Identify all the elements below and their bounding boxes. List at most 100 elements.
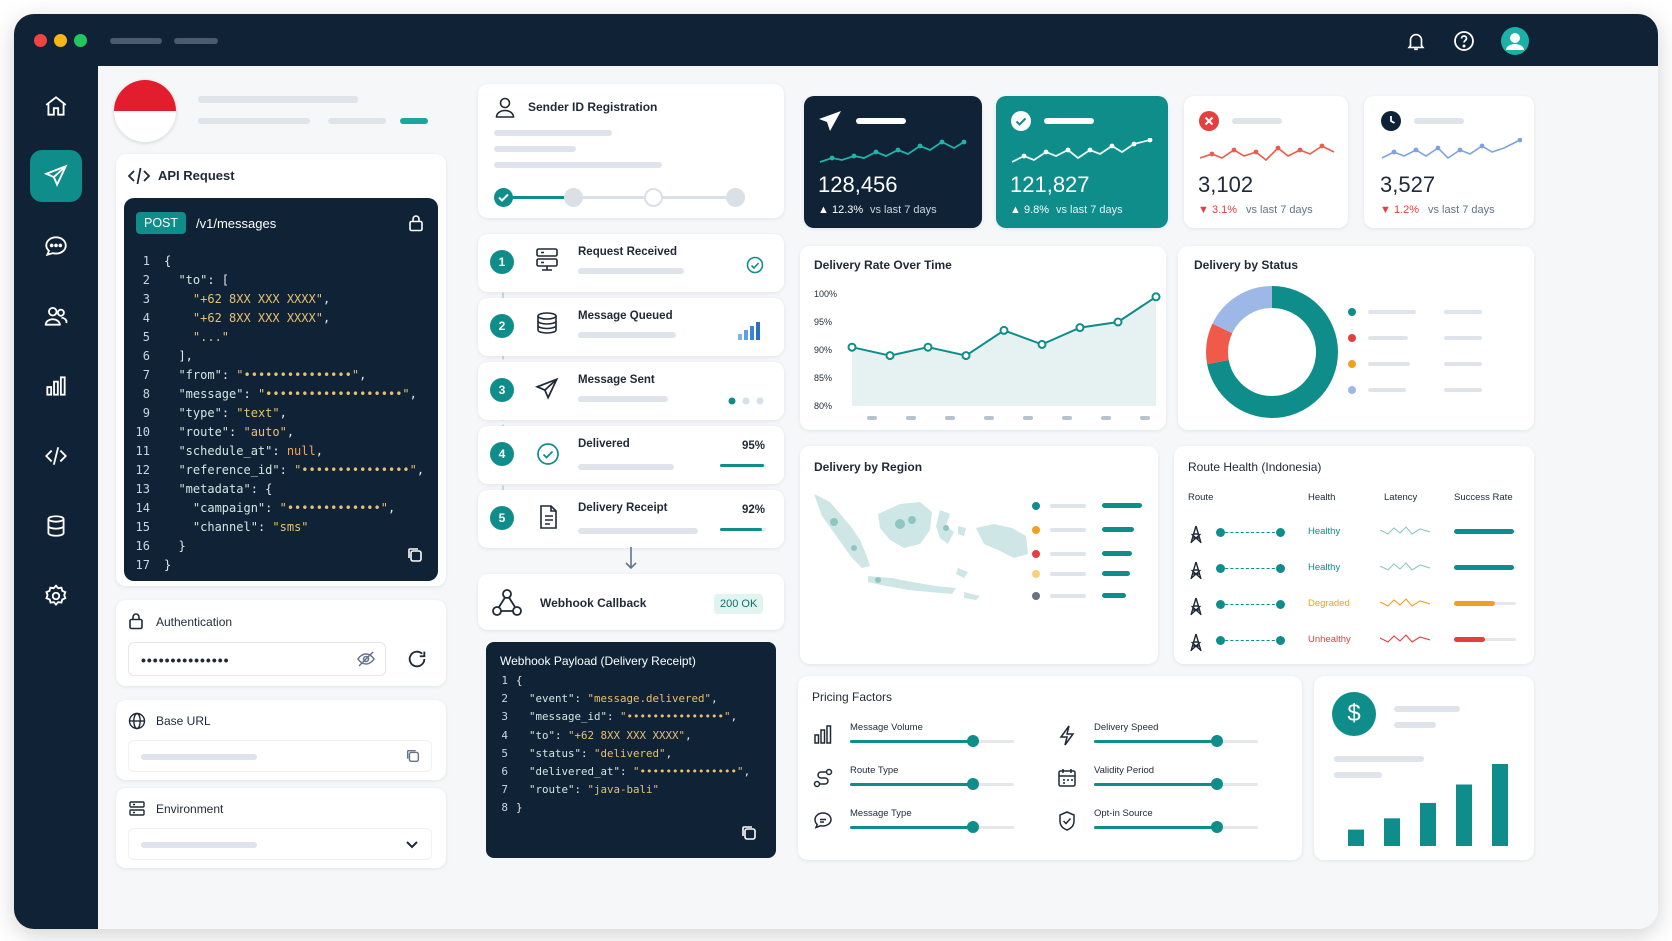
pricing-factor[interactable]: Message Volume (810, 720, 1040, 760)
pricing-factor[interactable]: Message Type (810, 806, 1040, 846)
step-complete-icon[interactable] (494, 188, 513, 207)
step-dot[interactable] (564, 188, 583, 207)
webhook-callback-card[interactable]: Webhook Callback 200 OK (478, 574, 784, 630)
legend-placeholder (1368, 388, 1406, 392)
x-tick-placeholder (906, 416, 916, 420)
table-row[interactable]: Unhealthy (1174, 628, 1534, 658)
environment-card: Environment (116, 788, 446, 868)
user-avatar-icon[interactable] (1500, 26, 1530, 56)
region-bar (1102, 571, 1130, 576)
environment-select[interactable] (128, 828, 432, 860)
kpi-card-failed[interactable]: 3,102 ▼ 3.1% vs last 7 days (1184, 96, 1348, 228)
legend-dot (1032, 526, 1040, 534)
pricing-factor[interactable]: Validity Period (1054, 763, 1284, 803)
route-line (1220, 640, 1280, 641)
data-point (1151, 292, 1161, 302)
sender-placeholder (494, 130, 612, 136)
nav-settings-icon[interactable] (30, 570, 82, 622)
payload-code[interactable]: { "event": "message.delivered", "message… (516, 672, 750, 818)
line-number: 1 (501, 674, 508, 687)
webhook-icon (490, 586, 524, 623)
help-icon[interactable] (1449, 26, 1479, 56)
pricing-factor[interactable]: Delivery Speed (1054, 720, 1284, 760)
nav-users-icon[interactable] (30, 290, 82, 342)
table-row[interactable]: Healthy (1174, 520, 1534, 550)
base-url-field[interactable] (128, 740, 432, 772)
pricing-factor[interactable]: Opt-in Source (1054, 806, 1284, 846)
step-number: 1 (490, 250, 514, 274)
window-minimize-dot[interactable] (54, 34, 67, 47)
table-row[interactable]: Healthy (1174, 556, 1534, 586)
nav-analytics-icon[interactable] (30, 360, 82, 412)
lock-icon[interactable] (408, 214, 424, 237)
flow-step-delivered[interactable]: 4 Delivered 95% (478, 426, 784, 484)
kpi-value: 3,102 (1198, 172, 1254, 197)
flow-step-delivery-receipt[interactable]: 5 Delivery Receipt 92% (478, 490, 784, 548)
calendar-icon (1056, 767, 1078, 794)
kpi-card-pending[interactable]: 3,527 ▼ 1.2% vs last 7 days (1364, 96, 1534, 228)
refresh-icon[interactable] (406, 648, 428, 675)
code-line: "to": [ (178, 273, 230, 287)
eye-off-icon[interactable] (357, 651, 375, 672)
route-health-title: Route Health (Indonesia) (1188, 460, 1322, 474)
factor-label: Message Type (850, 808, 912, 819)
nav-chat-icon[interactable] (30, 220, 82, 272)
donut-slice (1206, 286, 1338, 418)
nav-code-icon[interactable] (30, 430, 82, 482)
code-line: "type": "text", (178, 406, 287, 420)
kpi-card-delivered[interactable]: 121,827 ▲ 9.8% vs last 7 days (996, 96, 1168, 228)
step-dot[interactable] (644, 188, 663, 207)
send-icon (818, 110, 842, 137)
copy-icon[interactable] (740, 824, 758, 847)
api-key-value: ••••••••••••••• (141, 652, 230, 668)
line-number: 8 (501, 801, 508, 815)
slider-knob[interactable] (1211, 735, 1223, 747)
nav-send-icon[interactable] (30, 150, 82, 202)
region-bar (1102, 527, 1134, 532)
step-placeholder (578, 396, 668, 402)
line-number: 6 (142, 349, 150, 363)
slider-knob[interactable] (967, 821, 979, 833)
slider-knob[interactable] (1211, 821, 1223, 833)
window-close-dot[interactable] (34, 34, 47, 47)
bell-icon[interactable] (1401, 26, 1431, 56)
nav-home-icon[interactable] (30, 80, 82, 132)
kpi-change: ▼ 1.2% (1380, 204, 1420, 216)
flow-step-message-sent[interactable]: 3 Message Sent (478, 362, 784, 420)
api-request-title: API Request (158, 168, 235, 183)
copy-icon[interactable] (406, 546, 424, 569)
chevron-down-icon[interactable] (405, 838, 419, 856)
copy-icon[interactable] (405, 748, 421, 769)
table-row[interactable]: Degraded (1174, 592, 1534, 622)
flow-step-message-queued[interactable]: 2 Message Queued (478, 298, 784, 356)
slider-knob[interactable] (1211, 778, 1223, 790)
line-numbers: 1 2 3 4 5 6 7 8 (486, 672, 508, 818)
route-icon (812, 767, 834, 794)
code-line: "message_id": "•••••••••••••••", (529, 710, 738, 724)
step-label: Delivery Receipt (578, 502, 668, 514)
kpi-label-placeholder (1414, 118, 1464, 124)
clock-icon (1380, 110, 1402, 137)
kpi-change: ▲ 12.3% (818, 204, 864, 216)
health-label: Healthy (1308, 526, 1341, 537)
api-key-field[interactable]: ••••••••••••••• (128, 642, 386, 676)
nav-database-icon[interactable] (30, 500, 82, 552)
revenue-placeholder (1394, 722, 1436, 728)
payload-title: Webhook Payload (Delivery Receipt) (500, 654, 696, 668)
method-badge[interactable]: POST (136, 212, 187, 234)
step-dot[interactable] (726, 188, 745, 207)
delivery-status-card: Delivery by Status (1178, 246, 1534, 430)
slider-knob[interactable] (967, 735, 979, 747)
col-header-health: Health (1308, 492, 1336, 503)
tab-placeholder[interactable] (110, 38, 162, 44)
window-maximize-dot[interactable] (74, 34, 87, 47)
kpi-card-sent[interactable]: 128,456 ▲ 12.3% vs last 7 days (804, 96, 982, 228)
legend-placeholder (1368, 310, 1416, 314)
legend-dot (1348, 386, 1356, 394)
revenue-bar (1420, 802, 1436, 846)
pricing-factor[interactable]: Route Type (810, 763, 1040, 803)
slider-knob[interactable] (967, 778, 979, 790)
tab-placeholder[interactable] (174, 38, 218, 44)
flow-step-request-received[interactable]: 1 Request Received (478, 234, 784, 292)
request-body-code[interactable]: { "to": [ "+62 8XX XXX XXXX", "+62 8XX X… (164, 252, 424, 575)
